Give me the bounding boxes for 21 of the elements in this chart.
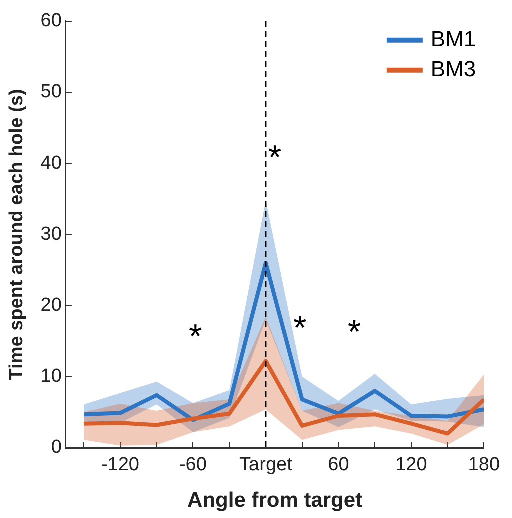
x-tick-label: 60 xyxy=(328,454,350,476)
y-tick-label: 40 xyxy=(40,152,62,174)
x-tick-label: -60 xyxy=(179,454,207,476)
x-axis-title: Angle from target xyxy=(188,489,363,512)
x-tick-label: 120 xyxy=(396,454,428,476)
x-tick-label: Target xyxy=(240,454,294,476)
y-tick-label: 20 xyxy=(40,295,62,316)
y-axis-title: Time spent around each hole (s) xyxy=(6,89,28,380)
annotation: * xyxy=(348,314,362,352)
x-tick-label: -120 xyxy=(101,454,140,476)
annotation: * xyxy=(188,318,202,356)
legend-label: BM3 xyxy=(430,56,476,82)
annotation: * xyxy=(268,138,282,177)
annotation: * xyxy=(294,309,307,348)
legend-label: BM1 xyxy=(430,26,476,52)
y-tick-label: 0 xyxy=(51,437,62,458)
y-tick-label: 30 xyxy=(40,224,62,245)
y-tick-label: 10 xyxy=(40,366,62,388)
y-tick-label: 60 xyxy=(40,10,62,32)
y-tick-label: 50 xyxy=(40,82,62,103)
x-tick-label: 180 xyxy=(468,454,500,476)
